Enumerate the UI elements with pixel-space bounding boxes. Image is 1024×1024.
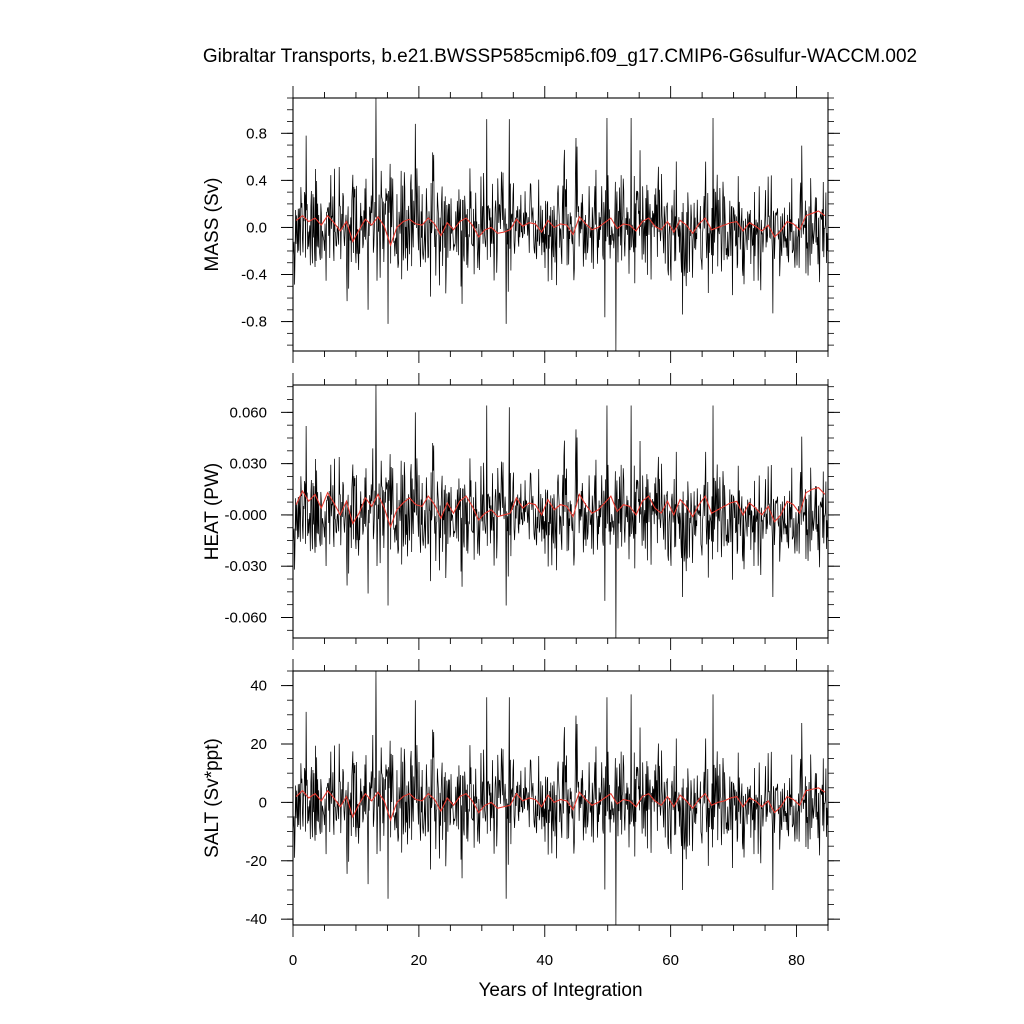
y-tick-label: 0.4 [246,172,267,189]
panel-2: 0.060 0.030 -0.000 -0.030 -0.060 HEAT (PW) [202,373,840,650]
panel-frame [292,384,829,639]
y-tick-label: 40 [250,678,267,695]
y-tick-label: 0.060 [229,404,267,421]
x-axis-label: Years of Integration [478,980,642,1001]
x-tick-label: 20 [411,952,428,969]
y-tick-label: 0.8 [246,125,267,142]
y-tick-label: 0 [259,794,267,811]
panel-1: 0.8 0.4 0.0 -0.4 -0.8 MASS (Sv) [202,86,840,363]
panel-3: 40 20 0 -20 -40 SALT (Sv*ppt) [202,659,840,937]
y-tick-label: -0.8 [241,314,267,331]
annual-mean-line [295,486,826,529]
y-axis-label: MASS (Sv) [202,178,223,272]
x-tick-label: 60 [662,952,679,969]
y-axis-label: SALT (Sv*ppt) [202,738,223,858]
y-tick-label: 0.0 [246,219,267,236]
annual-mean-line [295,787,826,822]
panel-frame [292,97,829,352]
y-tick-label: -40 [245,911,267,928]
y-axis-label: HEAT (PW) [202,463,223,560]
y-tick-label: 20 [250,736,267,753]
monthly-series-line [293,671,828,925]
monthly-series-line [293,385,828,638]
y-tick-label: 0.030 [229,456,267,473]
panel-frame [292,670,829,926]
y-tick-label: -20 [245,853,267,870]
chart-title: Gibraltar Transports, b.e21.BWSSP585cmip… [202,46,918,67]
annual-mean-line [295,210,826,247]
monthly-series-line [293,98,828,351]
y-tick-label: -0.000 [224,507,267,524]
y-tick-label: -0.030 [224,558,267,575]
x-tick-label: 40 [536,952,553,969]
y-tick-label: -0.4 [241,267,267,284]
x-tick-label: 80 [788,952,805,969]
x-tick-label: 0 [289,952,297,969]
y-tick-label: -0.060 [224,609,267,626]
